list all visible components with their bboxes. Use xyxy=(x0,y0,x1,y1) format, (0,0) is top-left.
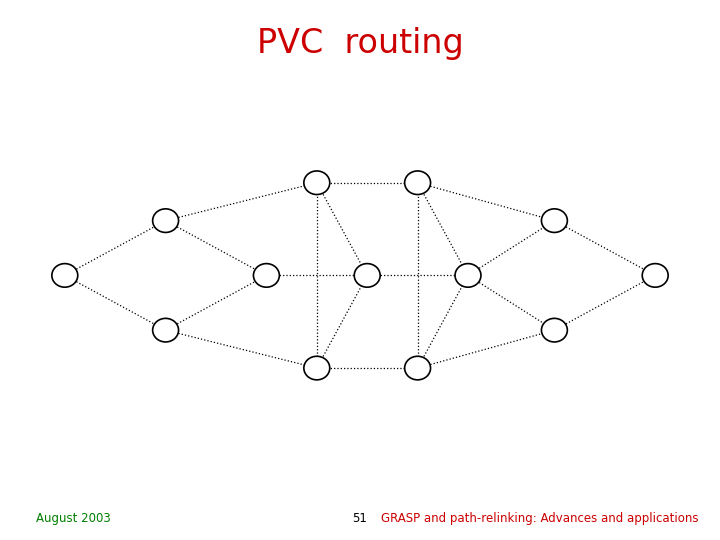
Ellipse shape xyxy=(153,209,179,232)
Ellipse shape xyxy=(52,264,78,287)
Ellipse shape xyxy=(253,264,279,287)
Text: August 2003: August 2003 xyxy=(36,512,111,525)
Ellipse shape xyxy=(304,356,330,380)
Ellipse shape xyxy=(541,209,567,232)
Ellipse shape xyxy=(153,319,179,342)
Ellipse shape xyxy=(642,264,668,287)
Ellipse shape xyxy=(455,264,481,287)
Text: PVC  routing: PVC routing xyxy=(256,26,464,60)
Ellipse shape xyxy=(541,319,567,342)
Text: GRASP and path-relinking: Advances and applications: GRASP and path-relinking: Advances and a… xyxy=(381,512,698,525)
Ellipse shape xyxy=(405,356,431,380)
Ellipse shape xyxy=(354,264,380,287)
Ellipse shape xyxy=(304,171,330,194)
Text: 51: 51 xyxy=(353,512,367,525)
Ellipse shape xyxy=(405,171,431,194)
